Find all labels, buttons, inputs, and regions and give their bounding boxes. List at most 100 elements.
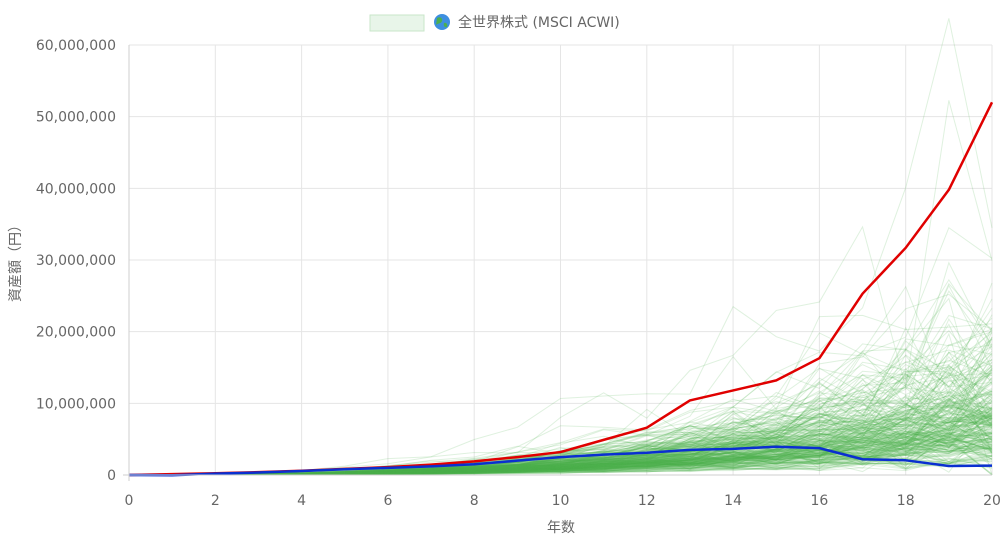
simulation-path (128, 368, 993, 476)
simulation-path (128, 371, 993, 476)
simulation-path (128, 412, 993, 476)
simulation-path (128, 372, 993, 476)
simulation-path (128, 371, 993, 476)
simulation-path (128, 261, 993, 476)
simulation-path (128, 432, 993, 476)
simulation-path (128, 391, 993, 476)
simulation-path (128, 391, 993, 476)
simulation-path (128, 397, 993, 476)
simulation-path (128, 408, 993, 476)
simulation-path (128, 352, 993, 476)
simulation-path (128, 323, 993, 476)
simulation-path (128, 405, 993, 476)
simulation-path (128, 379, 993, 476)
x-tick-label: 0 (125, 493, 134, 509)
simulation-path (128, 420, 993, 476)
simulation-path (128, 394, 993, 476)
y-tick-label: 40,000,000 (36, 181, 116, 197)
simulation-path (128, 407, 993, 476)
simulation-path (128, 403, 993, 476)
simulation-path (128, 361, 993, 476)
simulation-path (128, 367, 993, 476)
x-tick-label: 12 (638, 493, 656, 509)
simulation-path (128, 414, 993, 476)
simulation-path (128, 398, 993, 476)
series-lines (128, 101, 994, 477)
x-axis-title: 年数 (547, 520, 575, 536)
simulation-path (128, 290, 993, 476)
simulation-path (128, 401, 993, 476)
simulation-path (128, 365, 993, 476)
simulation-path (128, 349, 993, 476)
simulation-path (128, 400, 993, 476)
axes: 0 2 4 6 8 10 12 14 16 18 20 0 10,000,000 20,000,000 30… (36, 38, 1001, 509)
simulation-path (128, 391, 993, 476)
simulation-path (128, 387, 993, 476)
simulation-path (128, 390, 993, 476)
simulation-path (128, 382, 993, 476)
y-tick-label: 0 (107, 468, 116, 484)
simulation-path (128, 363, 993, 476)
simulation-path (128, 407, 993, 476)
simulation-path (128, 405, 993, 476)
x-tick-label: 4 (297, 493, 306, 509)
simulation-path (128, 372, 993, 476)
simulation-path (128, 374, 993, 476)
simulation-path (128, 411, 993, 476)
simulation-path (128, 381, 993, 476)
simulation-path (128, 431, 993, 476)
y-tick-label: 60,000,000 (36, 38, 116, 54)
simulation-path (128, 344, 993, 476)
simulation-path (128, 388, 993, 476)
x-tick-label: 18 (897, 493, 915, 509)
x-tick-label: 10 (552, 493, 570, 509)
simulation-path (128, 401, 993, 476)
simulation-path (128, 371, 993, 476)
simulation-path (128, 344, 993, 476)
simulation-path (128, 424, 993, 476)
x-tick-label: 6 (383, 493, 392, 509)
simulation-path (128, 414, 993, 476)
simulation-path (128, 361, 993, 476)
simulation-path (128, 406, 993, 476)
simulation-path (128, 383, 993, 476)
simulation-path (128, 413, 993, 476)
simulation-path (128, 338, 993, 476)
simulation-path (128, 393, 993, 476)
simulation-path (128, 422, 993, 476)
simulation-path (128, 415, 993, 476)
legend[interactable]: 全世界株式 (MSCI ACWI) (369, 14, 620, 32)
simulation-path (128, 413, 993, 476)
simulation-path (128, 331, 993, 476)
legend-label[interactable]: 全世界株式 (MSCI ACWI) (458, 14, 620, 31)
simulation-path (128, 410, 993, 476)
simulation-path (128, 407, 993, 476)
simulation-path (128, 284, 993, 476)
simulation-path (128, 390, 993, 476)
simulation-path (128, 420, 993, 476)
simulation-path (128, 404, 993, 476)
simulation-path (128, 408, 993, 476)
simulation-path (128, 390, 993, 476)
legend-swatch[interactable] (369, 14, 425, 32)
simulation-path (128, 394, 993, 476)
simulation-path (128, 433, 993, 476)
simulation-path (128, 417, 993, 476)
simulation-path (128, 430, 993, 476)
x-tick-label: 8 (470, 493, 479, 509)
simulation-path (128, 373, 993, 476)
series-line-blue (128, 445, 993, 477)
simulation-path (128, 399, 993, 476)
simulation-path (128, 423, 993, 476)
simulation-path (128, 330, 993, 476)
simulation-path (128, 414, 993, 476)
simulation-path (128, 404, 993, 476)
simulation-path (128, 282, 993, 476)
simulation-path (128, 365, 993, 476)
simulation-path (128, 359, 993, 476)
x-tick-label: 2 (211, 493, 220, 509)
simulation-path (128, 410, 993, 476)
simulation-path (128, 388, 993, 476)
simulation-path (128, 403, 993, 476)
simulation-path (128, 394, 993, 476)
